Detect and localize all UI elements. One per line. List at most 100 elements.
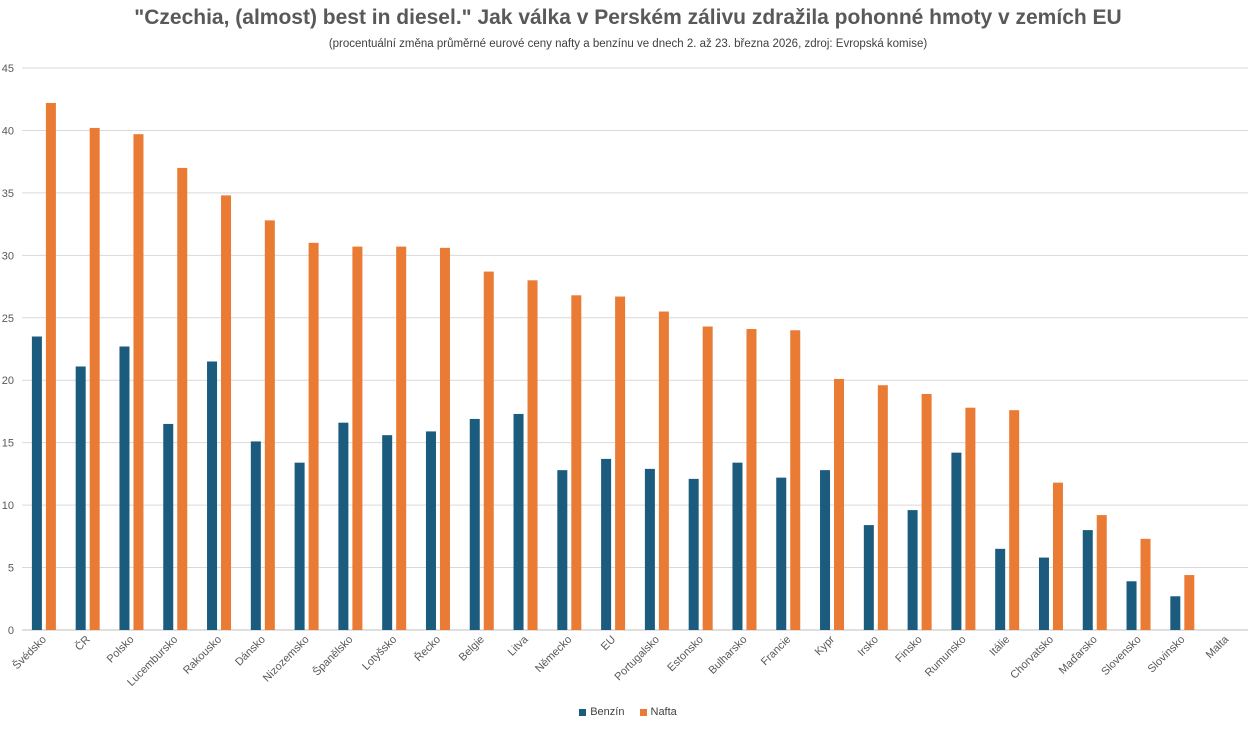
bar-nafta-23 bbox=[1052, 482, 1063, 630]
bar-benzn-20 bbox=[907, 510, 918, 630]
bar-benzn-5 bbox=[250, 441, 261, 630]
bar-nafta-17 bbox=[790, 330, 801, 630]
x-tick-label: Polsko bbox=[105, 634, 137, 666]
x-tick-label: Chorvatsko bbox=[1008, 634, 1056, 682]
bar-benzn-9 bbox=[425, 431, 436, 630]
x-tick-label: Nizozemsko bbox=[261, 634, 312, 685]
bar-benzn-6 bbox=[294, 462, 305, 630]
bar-nafta-8 bbox=[396, 246, 407, 630]
bar-nafta-13 bbox=[615, 296, 626, 630]
x-tick-label: Kypr bbox=[813, 633, 838, 658]
bar-benzn-15 bbox=[688, 478, 699, 630]
bar-benzn-4 bbox=[207, 361, 218, 630]
bar-nafta-0 bbox=[45, 102, 56, 631]
bar-benzn-18 bbox=[820, 470, 831, 630]
bar-benzn-22 bbox=[995, 548, 1006, 630]
chart-subtitle: (procentuální změna průměrné eurové ceny… bbox=[328, 38, 928, 50]
legend: Benzín Nafta bbox=[0, 706, 1256, 718]
bar-nafta-6 bbox=[308, 242, 319, 630]
x-tick-label: Slovinsko bbox=[1146, 634, 1188, 676]
x-tick-label: Rumunsko bbox=[923, 634, 969, 680]
bar-nafta-10 bbox=[483, 271, 494, 630]
x-tick-label: ČR bbox=[72, 633, 92, 653]
x-tick-label: Maďarsko bbox=[1057, 634, 1100, 677]
bar-benzn-25 bbox=[1126, 581, 1137, 630]
bar-nafta-24 bbox=[1096, 515, 1107, 630]
legend-item-benzin: Benzín bbox=[579, 706, 624, 718]
bar-nafta-7 bbox=[352, 246, 363, 630]
x-tick-label: Lotyšsko bbox=[360, 634, 399, 673]
x-tick-label: Litva bbox=[506, 633, 532, 659]
bar-benzn-26 bbox=[1170, 596, 1181, 630]
x-tick-label: Estonsko bbox=[665, 634, 705, 674]
bar-nafta-15 bbox=[702, 326, 713, 630]
bar-nafta-12 bbox=[571, 295, 582, 630]
x-tick-label: Itálie bbox=[987, 634, 1012, 659]
x-tick-label: Řecko bbox=[412, 633, 443, 664]
bar-benzn-14 bbox=[644, 468, 655, 630]
bar-nafta-5 bbox=[264, 220, 275, 630]
bar-benzn-8 bbox=[382, 435, 393, 630]
bar-benzn-19 bbox=[863, 525, 874, 630]
x-tick-label: Malta bbox=[1204, 633, 1232, 661]
bar-benzn-2 bbox=[119, 346, 130, 630]
x-tick-label: Irsko bbox=[856, 634, 881, 659]
bar-nafta-20 bbox=[921, 393, 932, 630]
bar-nafta-18 bbox=[834, 378, 845, 630]
bar-nafta-21 bbox=[965, 407, 976, 630]
bar-benzn-0 bbox=[31, 336, 42, 630]
bar-nafta-4 bbox=[221, 195, 232, 631]
x-tick-label: Finsko bbox=[893, 634, 924, 665]
x-tick-label: Rakousko bbox=[181, 634, 224, 677]
bar-nafta-16 bbox=[746, 329, 757, 630]
legend-swatch-benzin bbox=[579, 708, 587, 716]
legend-swatch-nafta bbox=[639, 708, 647, 716]
bar-nafta-11 bbox=[527, 280, 538, 630]
x-tick-label: Slovensko bbox=[1099, 634, 1143, 678]
bar-benzn-1 bbox=[75, 366, 86, 630]
bar-nafta-2 bbox=[133, 134, 144, 631]
bar-benzn-12 bbox=[557, 470, 568, 630]
chart-title: "Czechia, (almost) best in diesel." Jak … bbox=[134, 6, 1122, 29]
bar-nafta-3 bbox=[177, 167, 188, 630]
bar-benzn-3 bbox=[163, 423, 174, 630]
y-tick-label: 0 bbox=[8, 625, 14, 637]
y-tick-label: 10 bbox=[2, 500, 14, 512]
legend-item-nafta: Nafta bbox=[639, 706, 677, 718]
x-tick-label: Portugalsko bbox=[612, 634, 662, 684]
y-tick-label: 40 bbox=[2, 125, 14, 137]
x-tick-label: Belgie bbox=[457, 634, 487, 664]
bar-benzn-7 bbox=[338, 422, 349, 630]
bar-nafta-19 bbox=[877, 385, 888, 630]
x-tick-label: Francie bbox=[759, 634, 793, 668]
y-tick-label: 35 bbox=[2, 188, 14, 200]
x-tick-label: Švédsko bbox=[10, 633, 49, 672]
y-tick-label: 30 bbox=[2, 250, 14, 262]
bar-benzn-16 bbox=[732, 462, 743, 630]
bar-benzn-24 bbox=[1082, 530, 1093, 630]
bar-benzn-17 bbox=[776, 477, 787, 630]
bar-benzn-23 bbox=[1038, 557, 1049, 630]
bar-benzn-10 bbox=[469, 418, 480, 630]
bar-nafta-26 bbox=[1184, 575, 1195, 630]
bar-benzn-13 bbox=[601, 458, 612, 630]
bar-nafta-25 bbox=[1140, 538, 1151, 630]
bar-nafta-14 bbox=[658, 311, 669, 630]
legend-label-benzin: Benzín bbox=[590, 706, 625, 718]
y-tick-label: 25 bbox=[2, 313, 14, 325]
x-tick-label: Německo bbox=[533, 634, 574, 675]
y-tick-label: 45 bbox=[2, 63, 14, 75]
bar-nafta-9 bbox=[439, 247, 450, 630]
bar-nafta-1 bbox=[89, 127, 100, 631]
legend-label-nafta: Nafta bbox=[650, 706, 677, 718]
bar-benzn-11 bbox=[513, 413, 524, 630]
x-tick-label: Bulharsko bbox=[707, 634, 750, 677]
y-tick-label: 15 bbox=[2, 438, 14, 450]
bar-benzn-21 bbox=[951, 452, 962, 630]
x-tick-label: Španělsko bbox=[310, 633, 356, 679]
x-tick-label: Dánsko bbox=[233, 634, 268, 669]
y-tick-label: 5 bbox=[8, 563, 14, 575]
bar-nafta-22 bbox=[1009, 410, 1020, 630]
x-tick-label: EU bbox=[599, 634, 618, 653]
